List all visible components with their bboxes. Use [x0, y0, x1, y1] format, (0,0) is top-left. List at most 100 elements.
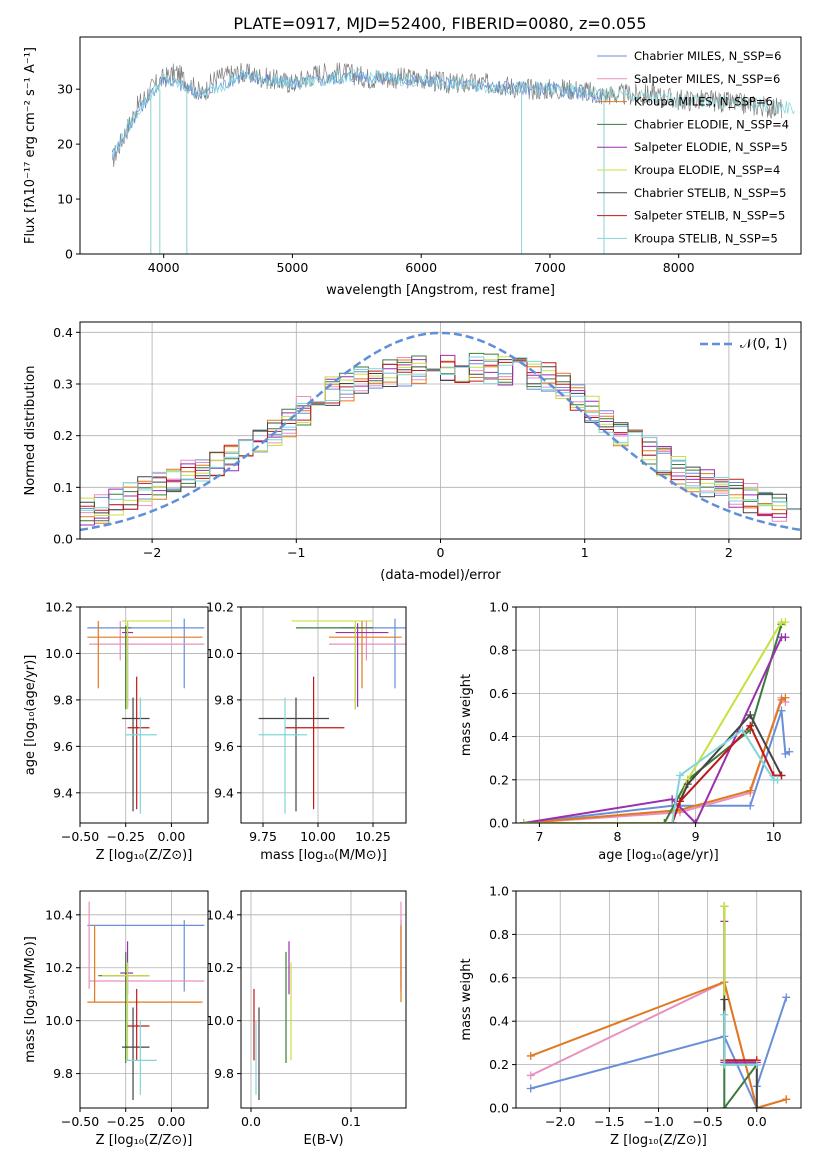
- x-tick-label: 10: [766, 829, 782, 844]
- x-tick-label: −0.5: [692, 1114, 722, 1129]
- y-axis-label: age [log₁₀(age/yr)]: [23, 655, 38, 776]
- y-tick-label: 10.0: [45, 1013, 73, 1028]
- x-tick-label: 0.00: [158, 829, 186, 844]
- y-tick-label: 10.4: [206, 907, 234, 922]
- plot-area: [519, 618, 794, 823]
- y-tick-label: 10.2: [206, 600, 234, 615]
- x-axis-label: Z [log₁₀(Z/Z⊙)]: [96, 1133, 193, 1148]
- x-tick-label: −0.50: [61, 1114, 99, 1129]
- x-tick-label: −1.0: [643, 1114, 673, 1129]
- weight-line: [530, 980, 787, 1108]
- x-axis-label: Z [log₁₀(Z/Z⊙)]: [610, 1133, 707, 1148]
- weight-line: [723, 906, 758, 1108]
- weight-marker: [668, 795, 677, 804]
- weight-line: [530, 996, 788, 1108]
- x-tick-label: 2: [725, 545, 733, 560]
- weight-marker: [782, 1095, 791, 1104]
- y-tick-label: 9.4: [53, 785, 73, 800]
- y-axis-label: Normed distribution: [23, 366, 38, 496]
- y-axis-label: mass [log₁₀(M/M⊙)]: [23, 936, 38, 1063]
- x-tick-label: 10.00: [300, 829, 336, 844]
- axes-frame: [79, 36, 802, 255]
- y-tick-label: 1.0: [489, 884, 509, 899]
- y-tick-label: 10: [57, 192, 73, 207]
- legend-label: Kroupa ELODIE, N_SSP=4: [634, 163, 780, 177]
- weight-marker: [526, 1084, 535, 1093]
- y-tick-label: 10.0: [206, 646, 234, 661]
- x-tick-label: 9.75: [249, 829, 277, 844]
- weight-marker: [746, 711, 755, 719]
- weight-marker: [675, 771, 684, 780]
- x-axis-label: Z [log₁₀(Z/Z⊙)]: [96, 848, 193, 863]
- x-axis-label: wavelength [Angstrom, rest frame]: [326, 283, 555, 298]
- x-tick-label: 6000: [405, 260, 437, 275]
- x-tick-label: 0.0: [747, 1114, 767, 1129]
- y-tick-label: 9.6: [53, 739, 73, 754]
- weight-marker: [526, 1051, 535, 1060]
- x-tick-label: −0.25: [107, 1114, 145, 1129]
- legend-label: Salpeter MILES, N_SSP=6: [634, 72, 780, 86]
- y-axis-label: Flux [fλ10⁻¹⁷ erg cm⁻² s⁻¹ A⁻¹]: [23, 47, 38, 244]
- y-tick-label: 0.2: [53, 428, 73, 443]
- weight-marker: [781, 618, 790, 627]
- x-axis-label: E(B-V): [303, 1133, 343, 1148]
- age-vs-mass-panel: 9.75 10.00 10.25 9.4 9.6 9.8 10.0 10.2 mass [log…: [206, 600, 407, 863]
- weight-marker: [720, 1060, 729, 1069]
- spectrum-line: [111, 68, 795, 158]
- y-tick-label: 9.6: [214, 739, 234, 754]
- weight-marker: [683, 780, 692, 789]
- x-tick-label: 4000: [148, 260, 180, 275]
- x-tick-label: 0.0: [241, 1114, 261, 1129]
- axes-frame: [240, 606, 407, 824]
- legend-label: 𝒩(0, 1): [740, 337, 787, 352]
- y-tick-label: 20: [57, 137, 73, 152]
- y-tick-label: 0.0: [489, 1101, 509, 1116]
- y-tick-label: 9.8: [214, 692, 234, 707]
- y-tick-label: 0.4: [53, 325, 73, 340]
- x-tick-label: 8: [614, 829, 622, 844]
- legend-label: Salpeter STELIB, N_SSP=5: [634, 209, 785, 223]
- y-tick-label: 10.2: [45, 600, 73, 615]
- y-tick-label: 0.2: [489, 772, 509, 787]
- plot-area: [87, 618, 205, 814]
- weight-line: [523, 695, 787, 823]
- y-tick-label: 10.2: [45, 960, 73, 975]
- y-tick-label: 0.8: [489, 927, 509, 942]
- legend-label: Chabrier STELIB, N_SSP=5: [634, 186, 786, 200]
- weight-marker: [785, 747, 794, 756]
- weight-marker: [668, 819, 677, 823]
- y-tick-label: 10.0: [45, 646, 73, 661]
- y-tick-label: 9.8: [214, 1066, 234, 1081]
- weight-marker: [752, 1104, 761, 1108]
- y-tick-label: 9.8: [53, 692, 73, 707]
- weight-marker: [752, 1060, 761, 1069]
- x-tick-label: 5000: [277, 260, 309, 275]
- weight-line: [523, 621, 786, 823]
- legend-label: Kroupa STELIB, N_SSP=5: [634, 231, 778, 245]
- plot-area: [258, 618, 406, 814]
- legend-label: Chabrier MILES, N_SSP=6: [634, 49, 781, 63]
- weight-marker: [777, 771, 786, 780]
- x-tick-label: 10.25: [355, 829, 391, 844]
- weight-marker: [691, 819, 700, 823]
- x-tick-label: −1: [287, 545, 305, 560]
- x-tick-label: −0.50: [61, 829, 99, 844]
- weight-marker: [675, 797, 684, 806]
- weight-line: [523, 696, 786, 823]
- y-tick-label: 0.3: [53, 377, 73, 392]
- spectrum-panel: 4000 5000 6000 7000 8000 0 10 20 30 wavelength [A…: [23, 36, 802, 298]
- x-tick-label: 0: [437, 545, 445, 560]
- weight-marker: [746, 786, 755, 795]
- weight-marker: [720, 1010, 729, 1019]
- legend: Chabrier MILES, N_SSP=6 Salpeter MILES, N…: [597, 49, 789, 245]
- histogram-panel: −2 −1 0 1 2 0.0 0.1 0.2 0.3 0.4 (data-model)/error…: [23, 321, 802, 583]
- y-tick-label: 0.6: [489, 686, 509, 701]
- plot-area: [87, 901, 205, 1101]
- axes-frame: [240, 890, 407, 1109]
- weight-marker: [519, 819, 528, 823]
- histogram-step: [80, 356, 801, 539]
- weight-vs-Z-panel: −2.0 −1.5 −1.0 −0.5 0.0 0.0 0.2 0.4 0.6 0.8 1.0 Z […: [459, 884, 802, 1148]
- x-tick-label: −1.5: [594, 1114, 624, 1129]
- x-tick-label: 0.1: [341, 1114, 361, 1129]
